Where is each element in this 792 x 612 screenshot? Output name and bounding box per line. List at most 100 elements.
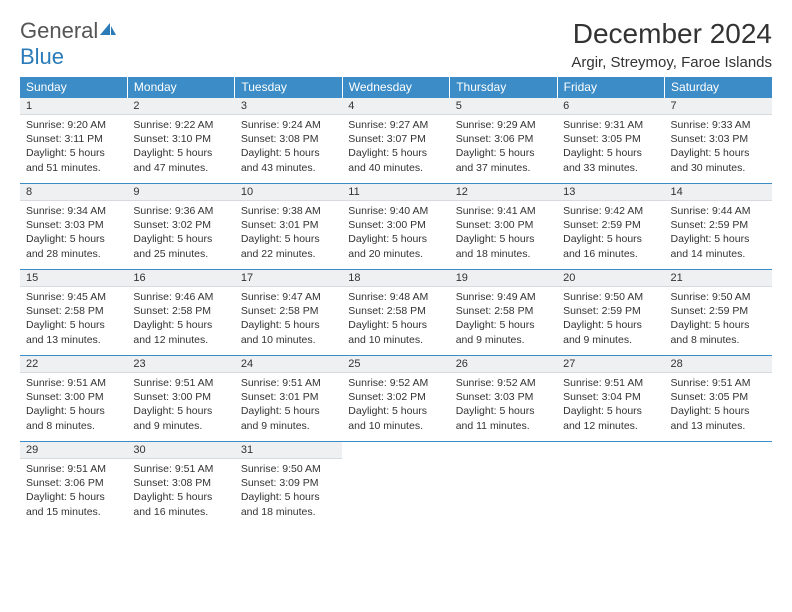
day-number: 8 xyxy=(20,184,127,201)
calendar-cell: 24Sunrise: 9:51 AMSunset: 3:01 PMDayligh… xyxy=(235,356,342,442)
day-line-d1: Daylight: 5 hours xyxy=(563,318,658,332)
day-line-sr: Sunrise: 9:52 AM xyxy=(456,376,551,390)
day-line-d1: Daylight: 5 hours xyxy=(563,146,658,160)
day-body: Sunrise: 9:50 AMSunset: 3:09 PMDaylight:… xyxy=(235,459,342,523)
day-line-d1: Daylight: 5 hours xyxy=(563,404,658,418)
day-line-d1: Daylight: 5 hours xyxy=(456,404,551,418)
day-line-sr: Sunrise: 9:51 AM xyxy=(671,376,766,390)
day-body: Sunrise: 9:31 AMSunset: 3:05 PMDaylight:… xyxy=(557,115,664,179)
day-line-ss: Sunset: 3:09 PM xyxy=(241,476,336,490)
weekday-header: Saturday xyxy=(665,77,772,98)
day-line-d1: Daylight: 5 hours xyxy=(671,318,766,332)
day-line-sr: Sunrise: 9:52 AM xyxy=(348,376,443,390)
day-line-ss: Sunset: 3:00 PM xyxy=(456,218,551,232)
calendar-row: 29Sunrise: 9:51 AMSunset: 3:06 PMDayligh… xyxy=(20,442,772,528)
day-body: Sunrise: 9:29 AMSunset: 3:06 PMDaylight:… xyxy=(450,115,557,179)
calendar-cell xyxy=(450,442,557,528)
day-body: Sunrise: 9:51 AMSunset: 3:01 PMDaylight:… xyxy=(235,373,342,437)
day-line-sr: Sunrise: 9:48 AM xyxy=(348,290,443,304)
day-line-ss: Sunset: 3:04 PM xyxy=(563,390,658,404)
day-line-d1: Daylight: 5 hours xyxy=(133,318,228,332)
calendar-cell: 22Sunrise: 9:51 AMSunset: 3:00 PMDayligh… xyxy=(20,356,127,442)
day-line-d2: and 18 minutes. xyxy=(456,247,551,261)
day-line-sr: Sunrise: 9:31 AM xyxy=(563,118,658,132)
calendar-cell: 9Sunrise: 9:36 AMSunset: 3:02 PMDaylight… xyxy=(127,184,234,270)
day-number: 17 xyxy=(235,270,342,287)
day-line-d2: and 18 minutes. xyxy=(241,505,336,519)
day-line-d2: and 43 minutes. xyxy=(241,161,336,175)
day-line-ss: Sunset: 3:02 PM xyxy=(348,390,443,404)
day-line-ss: Sunset: 2:58 PM xyxy=(348,304,443,318)
day-line-sr: Sunrise: 9:24 AM xyxy=(241,118,336,132)
day-line-d1: Daylight: 5 hours xyxy=(241,146,336,160)
day-line-sr: Sunrise: 9:20 AM xyxy=(26,118,121,132)
title-block: December 2024 Argir, Streymoy, Faroe Isl… xyxy=(571,18,772,71)
day-number: 11 xyxy=(342,184,449,201)
day-line-ss: Sunset: 3:00 PM xyxy=(133,390,228,404)
calendar-cell: 28Sunrise: 9:51 AMSunset: 3:05 PMDayligh… xyxy=(665,356,772,442)
day-line-sr: Sunrise: 9:50 AM xyxy=(241,462,336,476)
day-number: 10 xyxy=(235,184,342,201)
day-line-ss: Sunset: 3:06 PM xyxy=(456,132,551,146)
day-line-sr: Sunrise: 9:49 AM xyxy=(456,290,551,304)
day-line-sr: Sunrise: 9:22 AM xyxy=(133,118,228,132)
day-line-d2: and 25 minutes. xyxy=(133,247,228,261)
day-body: Sunrise: 9:22 AMSunset: 3:10 PMDaylight:… xyxy=(127,115,234,179)
day-line-d1: Daylight: 5 hours xyxy=(456,318,551,332)
day-line-d2: and 9 minutes. xyxy=(456,333,551,347)
day-body: Sunrise: 9:51 AMSunset: 3:00 PMDaylight:… xyxy=(127,373,234,437)
day-body: Sunrise: 9:51 AMSunset: 3:05 PMDaylight:… xyxy=(665,373,772,437)
day-number: 28 xyxy=(665,356,772,373)
day-line-ss: Sunset: 2:58 PM xyxy=(26,304,121,318)
day-body: Sunrise: 9:52 AMSunset: 3:03 PMDaylight:… xyxy=(450,373,557,437)
day-line-d2: and 12 minutes. xyxy=(563,419,658,433)
day-line-d2: and 30 minutes. xyxy=(671,161,766,175)
day-line-ss: Sunset: 2:59 PM xyxy=(563,304,658,318)
weekday-header-row: Sunday Monday Tuesday Wednesday Thursday… xyxy=(20,77,772,98)
day-number: 22 xyxy=(20,356,127,373)
day-line-sr: Sunrise: 9:46 AM xyxy=(133,290,228,304)
day-body: Sunrise: 9:45 AMSunset: 2:58 PMDaylight:… xyxy=(20,287,127,351)
calendar-cell: 6Sunrise: 9:31 AMSunset: 3:05 PMDaylight… xyxy=(557,98,664,184)
day-number: 12 xyxy=(450,184,557,201)
calendar-cell: 1Sunrise: 9:20 AMSunset: 3:11 PMDaylight… xyxy=(20,98,127,184)
day-number: 24 xyxy=(235,356,342,373)
calendar-row: 1Sunrise: 9:20 AMSunset: 3:11 PMDaylight… xyxy=(20,98,772,184)
day-line-d1: Daylight: 5 hours xyxy=(671,232,766,246)
calendar-cell: 8Sunrise: 9:34 AMSunset: 3:03 PMDaylight… xyxy=(20,184,127,270)
logo-sail-icon xyxy=(98,18,118,44)
day-number: 4 xyxy=(342,98,449,115)
day-body: Sunrise: 9:46 AMSunset: 2:58 PMDaylight:… xyxy=(127,287,234,351)
day-line-d1: Daylight: 5 hours xyxy=(26,490,121,504)
weekday-header: Friday xyxy=(557,77,664,98)
day-line-d1: Daylight: 5 hours xyxy=(348,146,443,160)
day-line-d1: Daylight: 5 hours xyxy=(133,146,228,160)
day-number: 26 xyxy=(450,356,557,373)
day-body: Sunrise: 9:51 AMSunset: 3:08 PMDaylight:… xyxy=(127,459,234,523)
calendar-cell: 5Sunrise: 9:29 AMSunset: 3:06 PMDaylight… xyxy=(450,98,557,184)
day-number: 7 xyxy=(665,98,772,115)
day-line-d2: and 8 minutes. xyxy=(671,333,766,347)
day-line-d2: and 10 minutes. xyxy=(348,333,443,347)
day-number: 14 xyxy=(665,184,772,201)
day-line-d2: and 28 minutes. xyxy=(26,247,121,261)
day-line-d1: Daylight: 5 hours xyxy=(348,404,443,418)
day-number: 15 xyxy=(20,270,127,287)
day-line-sr: Sunrise: 9:29 AM xyxy=(456,118,551,132)
weekday-header: Tuesday xyxy=(235,77,342,98)
day-line-d2: and 13 minutes. xyxy=(671,419,766,433)
day-body: Sunrise: 9:48 AMSunset: 2:58 PMDaylight:… xyxy=(342,287,449,351)
calendar-cell xyxy=(665,442,772,528)
day-number: 21 xyxy=(665,270,772,287)
day-line-ss: Sunset: 2:58 PM xyxy=(456,304,551,318)
location: Argir, Streymoy, Faroe Islands xyxy=(571,54,772,71)
day-body: Sunrise: 9:44 AMSunset: 2:59 PMDaylight:… xyxy=(665,201,772,265)
calendar-cell: 23Sunrise: 9:51 AMSunset: 3:00 PMDayligh… xyxy=(127,356,234,442)
day-body: Sunrise: 9:52 AMSunset: 3:02 PMDaylight:… xyxy=(342,373,449,437)
day-line-d1: Daylight: 5 hours xyxy=(348,232,443,246)
day-line-ss: Sunset: 3:00 PM xyxy=(26,390,121,404)
day-line-sr: Sunrise: 9:42 AM xyxy=(563,204,658,218)
day-number: 3 xyxy=(235,98,342,115)
day-line-d2: and 20 minutes. xyxy=(348,247,443,261)
calendar-cell xyxy=(557,442,664,528)
